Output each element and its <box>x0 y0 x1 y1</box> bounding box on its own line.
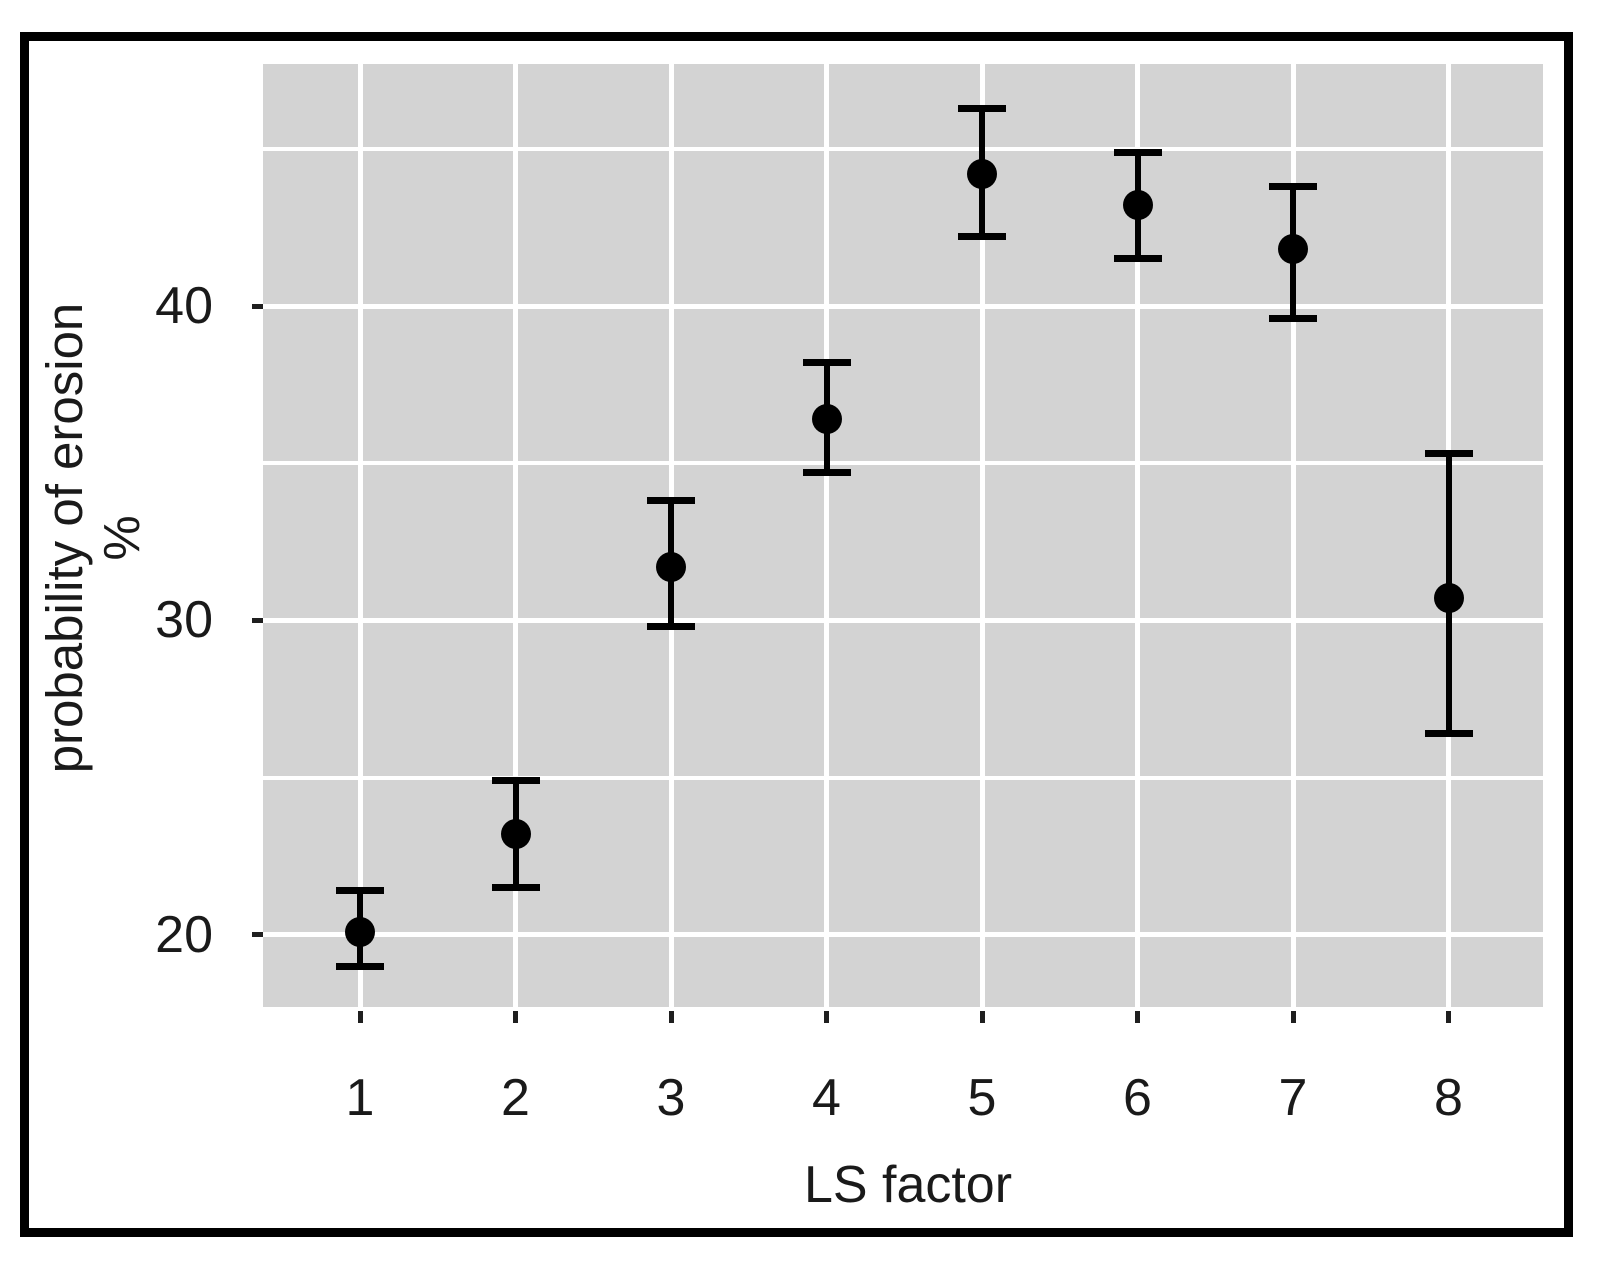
h-gridline-major <box>263 617 1543 623</box>
v-gridline <box>824 64 829 1007</box>
x-tick-label: 2 <box>501 1069 530 1127</box>
x-tick-mark <box>979 1011 985 1023</box>
x-tick-mark <box>824 1011 829 1023</box>
x-tick-mark <box>1290 1011 1296 1023</box>
v-gridline <box>513 64 518 1007</box>
h-gridline-minor <box>263 775 1543 780</box>
x-tick-mark <box>513 1011 518 1023</box>
x-tick-label: 5 <box>967 1069 997 1127</box>
y-tick-mark <box>252 617 263 623</box>
error-bar-cap-top <box>336 887 384 895</box>
error-bar-cap-top <box>1113 148 1162 156</box>
data-point-marker <box>811 404 842 435</box>
x-tick-label: 1 <box>345 1069 375 1127</box>
h-gridline-minor <box>263 461 1543 466</box>
y-axis-title: probability of erosion % <box>36 303 150 774</box>
error-bar-cap-bottom <box>336 962 384 970</box>
x-tick-label: 4 <box>812 1069 841 1127</box>
data-point-marker <box>967 159 997 190</box>
error-bar-cap-top <box>1424 450 1473 458</box>
error-bar-cap-bottom <box>1424 730 1473 738</box>
y-axis-title-unit: % <box>93 515 150 561</box>
error-bar-cap-bottom <box>802 469 851 477</box>
x-axis-title: LS factor <box>803 1156 1013 1214</box>
error-bar-cap-top <box>802 359 851 367</box>
h-gridline-major <box>263 303 1543 309</box>
x-tick-mark <box>668 1011 674 1023</box>
error-bar-cap-top <box>1269 183 1317 191</box>
x-tick-mark <box>1446 1011 1451 1023</box>
v-gridline <box>1290 64 1296 1007</box>
plot-panel <box>263 64 1543 1007</box>
h-gridline-major <box>263 932 1543 938</box>
error-bar-cap-top <box>647 497 695 505</box>
error-bar-cap-bottom <box>647 623 695 631</box>
y-tick-label: 40 <box>155 277 213 336</box>
error-bar-cap-top <box>491 777 540 785</box>
error-bar-cap-top <box>958 104 1006 112</box>
y-axis-title-line1: probability of erosion <box>36 302 93 774</box>
data-point-marker <box>1122 190 1153 221</box>
data-point-marker <box>1433 583 1464 614</box>
y-tick-mark <box>252 932 263 938</box>
x-tick-label: 7 <box>1278 1069 1308 1127</box>
x-tick-mark <box>1135 1011 1140 1023</box>
x-tick-label: 3 <box>656 1069 686 1127</box>
data-point-marker <box>656 551 686 582</box>
error-bar-cap-bottom <box>1269 315 1317 323</box>
h-gridline-minor <box>263 146 1543 151</box>
data-point-marker <box>345 916 375 947</box>
x-tick-label: 6 <box>1123 1069 1152 1127</box>
v-gridline <box>979 64 985 1007</box>
error-bar-cap-bottom <box>958 233 1006 241</box>
data-point-marker <box>500 819 531 850</box>
y-tick-label: 30 <box>155 591 213 650</box>
x-tick-label: 8 <box>1434 1069 1463 1127</box>
y-tick-mark <box>252 303 263 309</box>
y-tick-label: 20 <box>155 905 213 964</box>
error-bar-cap-bottom <box>491 884 540 892</box>
v-gridline <box>1135 64 1140 1007</box>
error-bar-cap-bottom <box>1113 255 1162 263</box>
v-gridline <box>357 64 363 1007</box>
data-point-marker <box>1278 234 1308 265</box>
x-tick-mark <box>357 1011 363 1023</box>
